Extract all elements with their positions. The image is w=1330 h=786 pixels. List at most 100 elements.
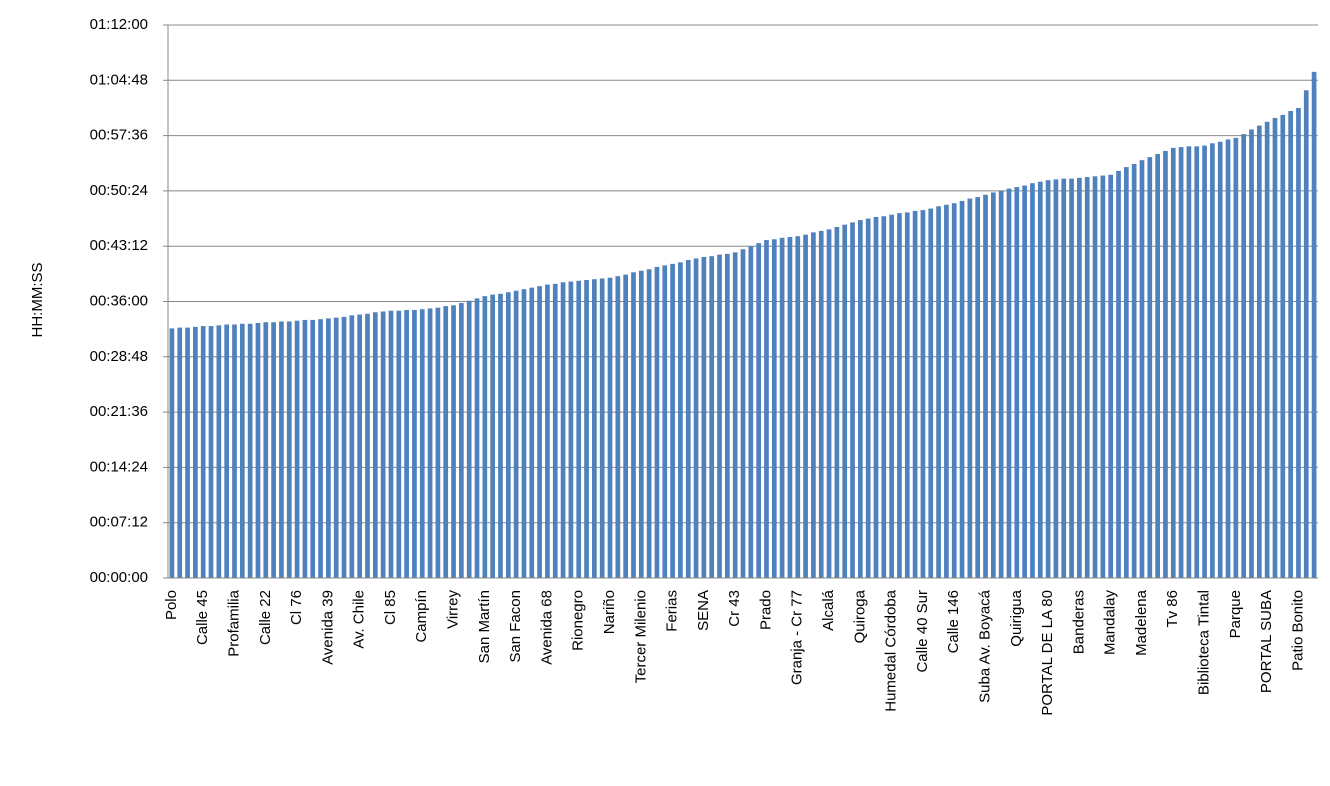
bar — [732, 252, 738, 578]
bar — [169, 328, 175, 578]
bar — [1045, 180, 1051, 578]
bar — [975, 197, 981, 579]
bar — [419, 309, 425, 578]
x-tick-label: Avenida 39 — [319, 590, 336, 665]
bar — [1139, 160, 1145, 578]
bar — [1084, 177, 1090, 578]
x-tick-label: Cr 43 — [726, 590, 743, 627]
x-tick-label: Quirigua — [1008, 589, 1025, 646]
bar — [568, 281, 574, 578]
bar — [936, 206, 941, 578]
bar — [1170, 147, 1176, 578]
x-tick-label: Rionegro — [570, 590, 587, 651]
bar — [771, 239, 777, 578]
bar — [490, 294, 496, 578]
x-tick-label: Cl 76 — [288, 590, 305, 625]
x-tick-label: Tercer Milenio — [632, 590, 649, 683]
bar — [607, 277, 613, 578]
bar — [1272, 117, 1278, 578]
bar — [951, 203, 957, 578]
bar — [1006, 188, 1012, 579]
bar — [584, 279, 589, 578]
bar — [920, 210, 926, 579]
x-tick-label: Calle 40 Sur — [914, 590, 931, 673]
bar — [646, 269, 652, 578]
bar — [239, 323, 245, 578]
bar — [873, 217, 879, 578]
x-tick-label: Humedal Córdoba — [883, 589, 900, 711]
bar — [725, 253, 730, 578]
bar — [435, 307, 441, 578]
bar — [474, 298, 480, 578]
x-tick-label: Calle 22 — [257, 590, 274, 645]
bar — [443, 306, 449, 578]
bar — [1069, 178, 1074, 578]
y-tick-label: 01:04:48 — [90, 71, 148, 88]
x-tick-label: SENA — [695, 590, 712, 631]
bar — [200, 326, 206, 578]
bar — [631, 272, 636, 578]
bar — [803, 234, 808, 578]
bar — [349, 315, 355, 578]
y-tick-label: 00:00:00 — [90, 569, 148, 586]
bar — [881, 216, 887, 578]
bar — [1131, 164, 1137, 578]
bar — [498, 293, 503, 578]
bar — [193, 326, 198, 578]
bar — [811, 232, 816, 578]
bar — [451, 305, 456, 578]
bar — [1311, 71, 1317, 579]
x-tick-label: Patio Bonito — [1289, 590, 1306, 671]
bar — [1178, 147, 1184, 578]
y-tick-label: 00:57:36 — [90, 127, 148, 144]
bar — [232, 324, 237, 578]
bar — [1225, 139, 1231, 578]
bar — [1037, 181, 1043, 578]
bar — [318, 319, 323, 578]
bar — [638, 270, 644, 578]
bar — [357, 314, 363, 578]
bar — [654, 266, 660, 578]
bar — [904, 212, 910, 578]
bar — [709, 256, 715, 578]
x-tick-label: Parque — [1227, 590, 1244, 638]
bar — [834, 226, 840, 579]
x-tick-label: Alcalá — [820, 589, 837, 631]
x-tick-label: Granja - Cr 77 — [789, 590, 806, 685]
bar — [552, 283, 558, 578]
bar — [505, 292, 511, 578]
bar — [365, 313, 370, 578]
bar — [404, 309, 409, 578]
bar — [990, 192, 996, 579]
bar — [959, 200, 965, 579]
x-tick-label: Calle 146 — [945, 590, 962, 653]
bar — [1241, 134, 1247, 578]
bar — [1022, 185, 1027, 578]
bar — [1233, 137, 1239, 578]
x-tick-label: Virrey — [445, 590, 462, 629]
bar — [858, 220, 863, 578]
bar — [1092, 176, 1098, 578]
x-tick-label: Biblioteca Tintal — [1196, 590, 1213, 695]
y-tick-label: 00:28:48 — [90, 348, 148, 365]
y-axis-label: HH:MM:SS — [29, 263, 46, 338]
x-tick-label: PORTAL DE LA 80 — [1039, 590, 1056, 716]
x-tick-label: Avenida 68 — [538, 590, 555, 665]
bar — [388, 310, 394, 578]
bar — [779, 237, 785, 578]
bar — [787, 236, 793, 578]
bar — [717, 254, 722, 578]
bar — [255, 323, 261, 578]
bar — [333, 317, 339, 578]
bar — [1303, 90, 1309, 578]
bar — [1123, 167, 1129, 578]
bar — [928, 208, 934, 578]
bar — [756, 243, 761, 578]
bar — [842, 224, 848, 578]
x-tick-label: PORTAL SUBA — [1258, 590, 1275, 693]
bar — [889, 214, 894, 578]
bar — [208, 326, 214, 578]
bar — [271, 322, 276, 578]
bar — [1256, 125, 1262, 578]
